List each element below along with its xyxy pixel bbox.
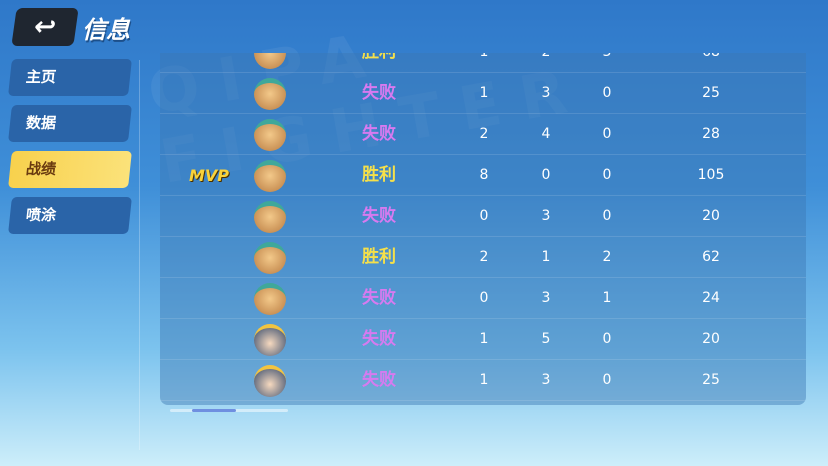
score: 25: [702, 372, 720, 388]
match-result: 胜利: [362, 165, 396, 185]
score: 25: [702, 85, 720, 101]
hero-avatar: [254, 242, 286, 274]
assists: 0: [602, 167, 612, 183]
kills: 0: [479, 208, 489, 224]
hero-avatar: [254, 324, 286, 356]
score: 68: [702, 53, 720, 73]
deaths: 3: [541, 208, 551, 224]
hero-avatar: [254, 78, 286, 110]
assists: 0: [602, 126, 612, 142]
back-arrow-icon: ↩: [31, 12, 58, 42]
score: 24: [702, 290, 720, 306]
score: 28: [702, 126, 720, 142]
deaths: 1: [541, 249, 551, 265]
kills: 1: [479, 331, 489, 347]
match-record-list[interactable]: 胜利12368失败13025失败24028MVP胜利800105失败03020胜…: [160, 53, 806, 405]
match-result: 失败: [362, 370, 396, 390]
deaths: 3: [541, 372, 551, 388]
match-result: 失败: [362, 288, 396, 308]
deaths: 5: [541, 331, 551, 347]
hero-avatar: [254, 283, 286, 315]
record-row[interactable]: 胜利 2 1 2 62: [160, 237, 806, 278]
deaths: 3: [541, 290, 551, 306]
match-result: 失败: [362, 329, 396, 349]
record-row[interactable]: 失败 1 5 0 20: [160, 319, 806, 360]
kills: 1: [480, 53, 489, 73]
assists: 0: [602, 208, 612, 224]
kills: 2: [479, 249, 489, 265]
hero-avatar: [254, 201, 286, 233]
page-title: 信息: [82, 16, 130, 44]
hero-avatar: [254, 160, 286, 192]
score: 62: [702, 249, 720, 265]
scrollbar-thumb[interactable]: [192, 409, 236, 412]
record-row[interactable]: 胜利 1 2 3 68: [160, 53, 806, 73]
score: 20: [702, 331, 720, 347]
nav-tab-0[interactable]: 主页: [8, 59, 132, 96]
assists: 0: [602, 85, 612, 101]
nav-tab-1[interactable]: 数据: [8, 105, 132, 142]
hero-avatar: [254, 119, 286, 151]
assists: 3: [603, 53, 612, 73]
hero-avatar: [254, 53, 286, 69]
record-row[interactable]: 失败 1 3 0 25: [160, 360, 806, 401]
match-result: 失败: [362, 83, 396, 103]
assists: 2: [602, 249, 612, 265]
kills: 1: [479, 85, 489, 101]
record-row[interactable]: MVP 胜利 8 0 0 105: [160, 155, 806, 196]
kills: 0: [479, 290, 489, 306]
score: 105: [697, 167, 725, 183]
record-row[interactable]: 失败 1 3 0 25: [160, 73, 806, 114]
deaths: 2: [542, 53, 551, 73]
nav-tab-2[interactable]: 战绩: [8, 151, 132, 188]
mvp-badge: MVP: [188, 166, 230, 185]
match-result: 失败: [362, 206, 396, 226]
record-row[interactable]: 失败 0 3 0 20: [160, 196, 806, 237]
match-result: 胜利: [362, 53, 396, 73]
nav-tab-3[interactable]: 喷涂: [8, 197, 132, 234]
deaths: 3: [541, 85, 551, 101]
kills: 1: [479, 372, 489, 388]
deaths: 0: [541, 167, 551, 183]
kills: 8: [479, 167, 489, 183]
match-result: 失败: [362, 124, 396, 144]
score: 20: [702, 208, 720, 224]
assists: 1: [602, 290, 612, 306]
match-result: 胜利: [362, 247, 396, 267]
assists: 0: [602, 372, 612, 388]
hero-avatar: [254, 365, 286, 397]
scrollbar[interactable]: [170, 409, 288, 412]
assists: 0: [602, 331, 612, 347]
deaths: 4: [541, 126, 551, 142]
record-row[interactable]: 失败 0 3 1 24: [160, 278, 806, 319]
divider: [139, 60, 140, 450]
record-row[interactable]: 失败 2 4 0 28: [160, 114, 806, 155]
back-button[interactable]: ↩: [11, 8, 79, 46]
kills: 2: [479, 126, 489, 142]
